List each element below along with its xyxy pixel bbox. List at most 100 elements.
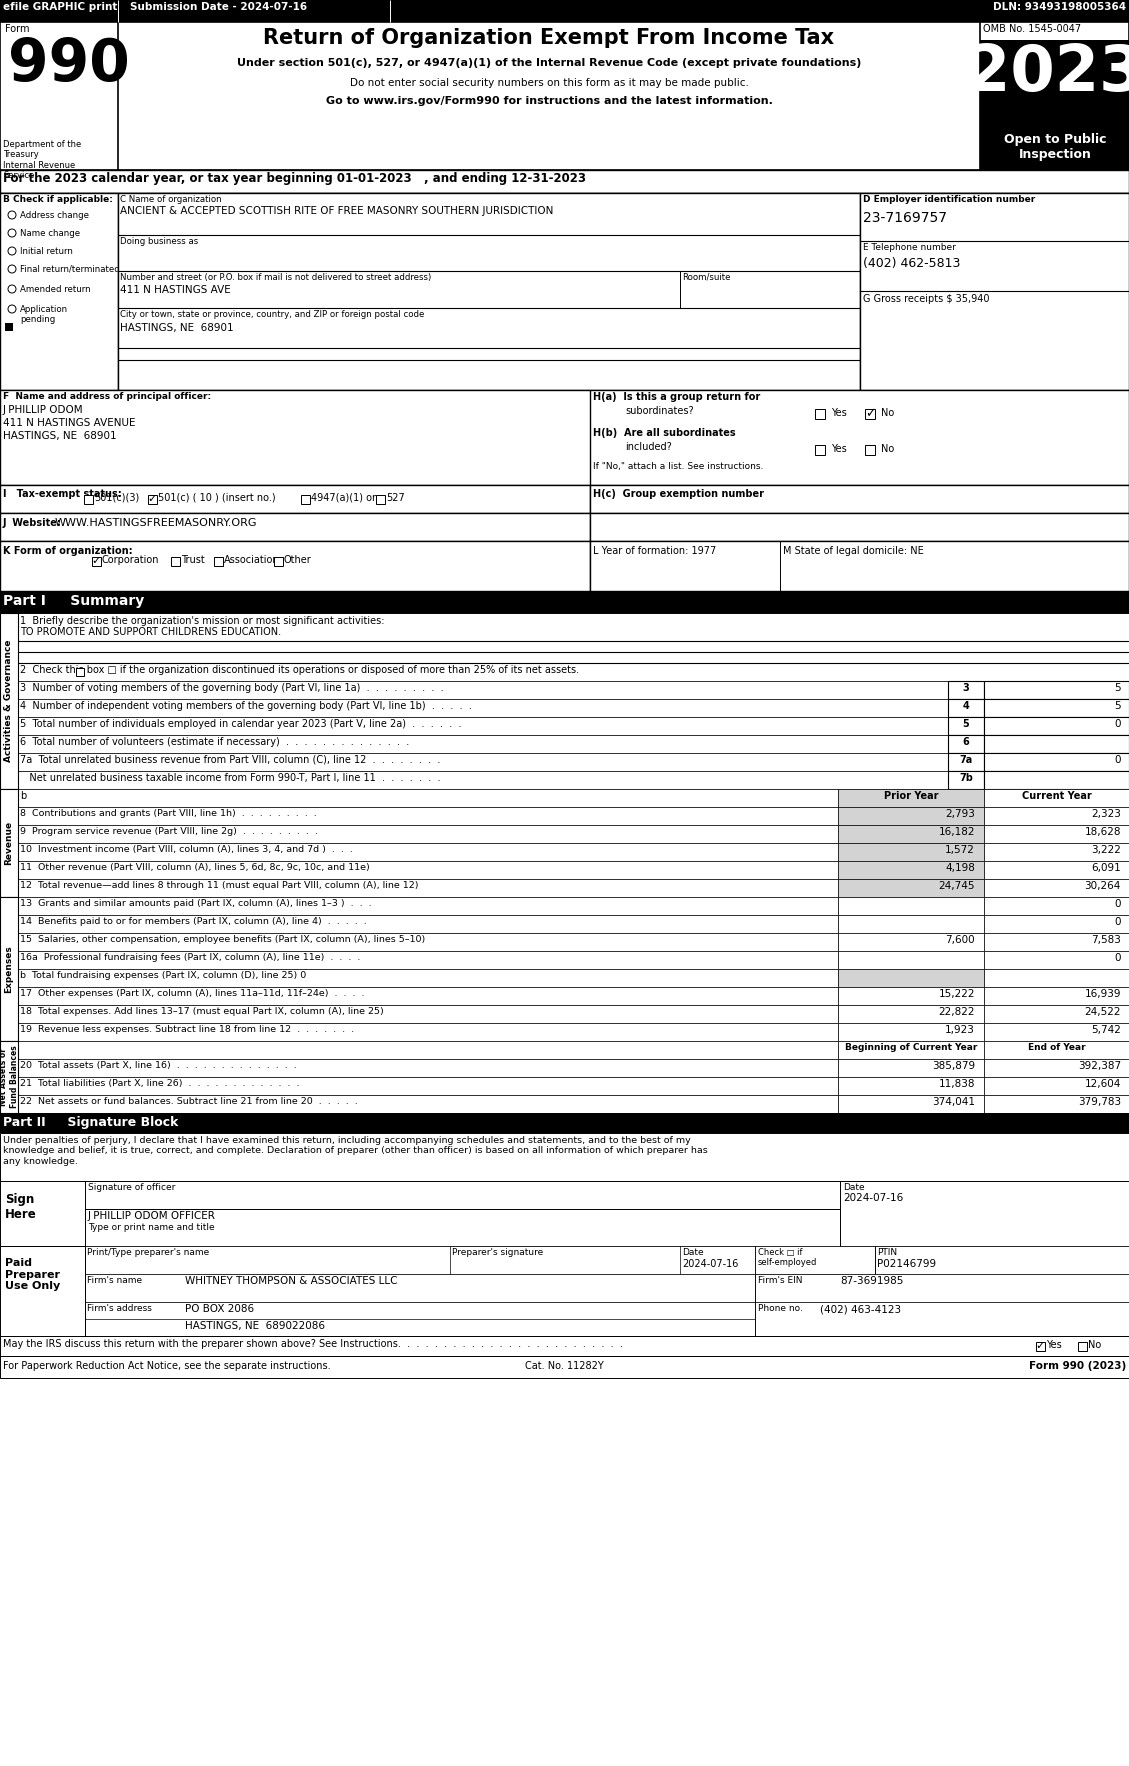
Bar bbox=[984, 682, 1129, 699]
Text: H(b)  Are all subordinates: H(b) Are all subordinates bbox=[593, 427, 736, 438]
Bar bbox=[865, 445, 875, 456]
Bar bbox=[984, 970, 1129, 987]
Bar bbox=[948, 752, 984, 772]
Bar bbox=[0, 192, 119, 390]
Text: Beginning of Current Year: Beginning of Current Year bbox=[844, 1044, 978, 1053]
Text: HASTINGS, NE  68901: HASTINGS, NE 68901 bbox=[120, 323, 234, 334]
Text: WHITNEY THOMPSON & ASSOCIATES LLC: WHITNEY THOMPSON & ASSOCIATES LLC bbox=[185, 1277, 397, 1286]
Text: 7,600: 7,600 bbox=[945, 934, 975, 945]
Bar bbox=[0, 897, 18, 1040]
Text: PO BOX 2086: PO BOX 2086 bbox=[185, 1303, 254, 1314]
Bar bbox=[984, 1095, 1129, 1113]
Text: Revenue: Revenue bbox=[5, 821, 14, 865]
Text: Doing business as: Doing business as bbox=[120, 237, 199, 245]
Text: 23-7169757: 23-7169757 bbox=[863, 210, 947, 224]
Bar bbox=[590, 540, 1129, 592]
Bar bbox=[984, 915, 1129, 932]
Bar bbox=[838, 807, 984, 825]
Text: No: No bbox=[881, 408, 894, 419]
Text: 411 N HASTINGS AVENUE: 411 N HASTINGS AVENUE bbox=[3, 419, 135, 427]
Text: 30,264: 30,264 bbox=[1085, 881, 1121, 892]
Bar bbox=[948, 772, 984, 789]
Text: Expenses: Expenses bbox=[5, 945, 14, 992]
Text: subordinates?: subordinates? bbox=[625, 406, 693, 417]
Text: 19  Revenue less expenses. Subtract line 18 from line 12  .  .  .  .  .  .  .: 19 Revenue less expenses. Subtract line … bbox=[20, 1024, 355, 1035]
Bar bbox=[300, 494, 309, 503]
Bar bbox=[1035, 1342, 1044, 1351]
Bar bbox=[838, 952, 984, 970]
Text: 527: 527 bbox=[386, 493, 405, 503]
Text: 5: 5 bbox=[1114, 701, 1121, 712]
Bar bbox=[838, 1077, 984, 1095]
Text: Form 990 (2023): Form 990 (2023) bbox=[1029, 1362, 1126, 1370]
Text: 4  Number of independent voting members of the governing body (Part VI, line 1b): 4 Number of independent voting members o… bbox=[20, 701, 472, 712]
Text: End of Year: End of Year bbox=[1029, 1044, 1086, 1053]
Bar bbox=[85, 1247, 840, 1273]
Text: ANCIENT & ACCEPTED SCOTTISH RITE OF FREE MASONRY SOUTHERN JURISDICTION: ANCIENT & ACCEPTED SCOTTISH RITE OF FREE… bbox=[120, 207, 553, 215]
Text: 5  Total number of individuals employed in calendar year 2023 (Part V, line 2a) : 5 Total number of individuals employed i… bbox=[20, 719, 462, 729]
Text: 10  Investment income (Part VIII, column (A), lines 3, 4, and 7d )  .  .  .: 10 Investment income (Part VIII, column … bbox=[20, 844, 353, 855]
Text: 7a  Total unrelated business revenue from Part VIII, column (C), line 12  .  .  : 7a Total unrelated business revenue from… bbox=[20, 756, 440, 765]
Bar bbox=[984, 789, 1129, 807]
Text: PTIN: PTIN bbox=[877, 1249, 898, 1257]
Text: For the 2023 calendar year, or tax year beginning 01-01-2023   , and ending 12-3: For the 2023 calendar year, or tax year … bbox=[3, 171, 586, 185]
Text: 392,387: 392,387 bbox=[1078, 1061, 1121, 1070]
Bar bbox=[838, 879, 984, 897]
Bar bbox=[0, 1134, 1129, 1181]
Text: Trust: Trust bbox=[181, 555, 204, 565]
Text: 15,222: 15,222 bbox=[938, 989, 975, 1000]
Text: 501(c)(3): 501(c)(3) bbox=[94, 493, 139, 503]
Text: K Form of organization:: K Form of organization: bbox=[3, 546, 132, 556]
Text: 2024-07-16: 2024-07-16 bbox=[843, 1194, 903, 1203]
Text: Application
pending: Application pending bbox=[20, 306, 68, 325]
Bar bbox=[18, 662, 1129, 682]
Bar bbox=[170, 556, 180, 565]
Bar bbox=[5, 323, 14, 330]
Text: 20  Total assets (Part X, line 16)  .  .  .  .  .  .  .  .  .  .  .  .  .  .: 20 Total assets (Part X, line 16) . . . … bbox=[20, 1061, 297, 1070]
Text: Sign
Here: Sign Here bbox=[5, 1194, 37, 1220]
Text: efile GRAPHIC print: efile GRAPHIC print bbox=[3, 2, 117, 12]
Text: City or town, state or province, country, and ZIP or foreign postal code: City or town, state or province, country… bbox=[120, 311, 425, 320]
Bar bbox=[0, 613, 18, 789]
Bar bbox=[815, 410, 825, 419]
Bar bbox=[948, 682, 984, 699]
Text: C Name of organization: C Name of organization bbox=[120, 194, 221, 205]
Text: Form: Form bbox=[5, 25, 29, 34]
Bar bbox=[0, 613, 1129, 662]
Text: Room/suite: Room/suite bbox=[682, 274, 730, 283]
Text: Preparer's signature: Preparer's signature bbox=[452, 1249, 543, 1257]
Bar bbox=[984, 699, 1129, 717]
Bar bbox=[755, 1302, 1129, 1337]
Bar bbox=[984, 932, 1129, 952]
Bar bbox=[18, 699, 948, 717]
Text: ✓: ✓ bbox=[1035, 1340, 1044, 1351]
Bar bbox=[18, 789, 838, 807]
Bar bbox=[755, 1247, 875, 1273]
Bar bbox=[18, 970, 838, 987]
Bar bbox=[0, 1040, 18, 1113]
Bar bbox=[984, 735, 1129, 752]
Text: Under section 501(c), 527, or 4947(a)(1) of the Internal Revenue Code (except pr: Under section 501(c), 527, or 4947(a)(1)… bbox=[237, 58, 861, 69]
Text: 4,198: 4,198 bbox=[945, 864, 975, 872]
Text: Paid
Preparer
Use Only: Paid Preparer Use Only bbox=[5, 1257, 60, 1291]
Bar bbox=[18, 1023, 838, 1040]
Bar bbox=[984, 1060, 1129, 1077]
Bar bbox=[0, 540, 590, 592]
Text: Phone no.: Phone no. bbox=[758, 1303, 803, 1312]
Bar bbox=[590, 512, 1129, 540]
Text: ✓: ✓ bbox=[865, 408, 875, 420]
Text: M State of legal domicile: NE: M State of legal domicile: NE bbox=[784, 546, 924, 556]
Text: For Paperwork Reduction Act Notice, see the separate instructions.: For Paperwork Reduction Act Notice, see … bbox=[3, 1362, 331, 1370]
Text: Firm's name: Firm's name bbox=[87, 1277, 142, 1286]
Text: Net Assets or
Fund Balances: Net Assets or Fund Balances bbox=[0, 1045, 19, 1109]
Bar bbox=[838, 842, 984, 862]
Bar bbox=[838, 915, 984, 932]
Text: 2  Check this box □ if the organization discontinued its operations or disposed : 2 Check this box □ if the organization d… bbox=[20, 666, 579, 675]
Text: 16,182: 16,182 bbox=[938, 826, 975, 837]
Bar bbox=[984, 1005, 1129, 1023]
Text: 379,783: 379,783 bbox=[1078, 1097, 1121, 1107]
Text: 14  Benefits paid to or for members (Part IX, column (A), line 4)  .  .  .  .  .: 14 Benefits paid to or for members (Part… bbox=[20, 917, 367, 925]
Text: Type or print name and title: Type or print name and title bbox=[88, 1224, 215, 1233]
Text: 16a  Professional fundraising fees (Part IX, column (A), line 11e)  .  .  .  .: 16a Professional fundraising fees (Part … bbox=[20, 954, 360, 962]
Bar bbox=[0, 170, 1129, 192]
